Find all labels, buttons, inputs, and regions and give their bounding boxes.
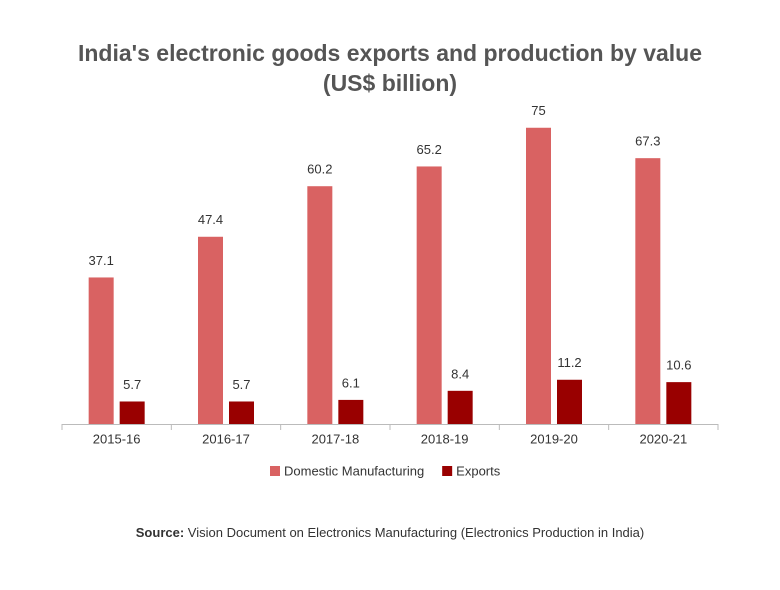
chart-title: India's electronic goods exports and pro… bbox=[78, 40, 702, 66]
legend-label: Exports bbox=[456, 463, 501, 478]
value-label: 75 bbox=[531, 103, 545, 118]
x-tick-label: 2019-20 bbox=[530, 431, 578, 446]
x-tick-label: 2017-18 bbox=[311, 431, 359, 446]
legend-label: Domestic Manufacturing bbox=[284, 463, 424, 478]
x-tick-label: 2020-21 bbox=[639, 431, 687, 446]
value-label: 60.2 bbox=[307, 162, 332, 177]
bar bbox=[229, 401, 254, 424]
value-label: 47.4 bbox=[198, 212, 223, 227]
bar bbox=[447, 390, 473, 424]
x-tick-label: 2015-16 bbox=[93, 431, 141, 446]
source-label: Source: bbox=[136, 525, 184, 540]
chart-subtitle: (US$ billion) bbox=[323, 70, 457, 96]
bar bbox=[119, 401, 145, 424]
value-label: 8.4 bbox=[451, 366, 469, 381]
source-text: Vision Document on Electronics Manufactu… bbox=[188, 525, 644, 540]
bar bbox=[666, 382, 692, 424]
bar bbox=[635, 158, 661, 425]
value-label: 5.7 bbox=[232, 377, 250, 392]
bar bbox=[198, 236, 223, 424]
x-tick-label: 2018-19 bbox=[421, 431, 469, 446]
value-label: 65.2 bbox=[417, 142, 442, 157]
value-label: 11.2 bbox=[557, 355, 581, 370]
bar bbox=[416, 166, 442, 424]
x-tick-label: 2016-17 bbox=[202, 431, 250, 446]
value-label: 37.1 bbox=[89, 253, 114, 268]
value-label: 5.7 bbox=[123, 377, 141, 392]
legend-swatch bbox=[270, 466, 280, 476]
legend-swatch bbox=[442, 466, 453, 476]
value-label: 6.1 bbox=[342, 375, 360, 390]
bar bbox=[557, 379, 582, 424]
value-label: 10.6 bbox=[666, 358, 691, 373]
bar bbox=[307, 186, 333, 424]
bar bbox=[526, 127, 551, 424]
source: Source: Vision Document on Electronics M… bbox=[136, 525, 644, 540]
value-label: 67.3 bbox=[635, 134, 660, 149]
bar bbox=[88, 277, 114, 424]
bar bbox=[338, 399, 364, 424]
